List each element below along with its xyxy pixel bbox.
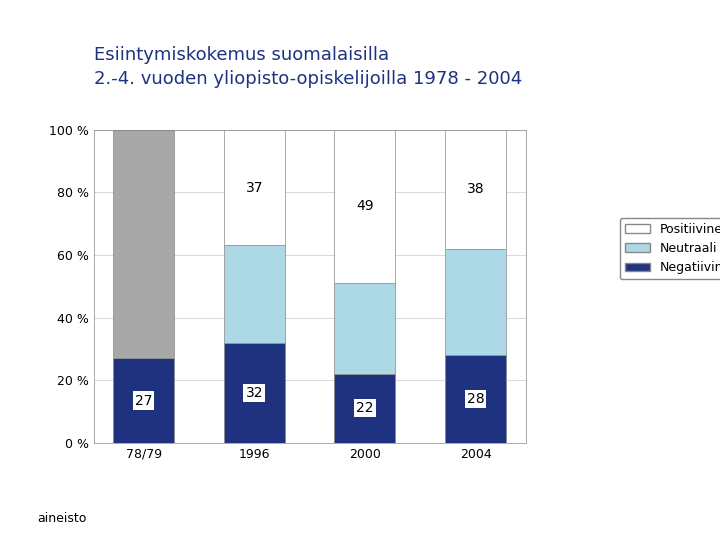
Text: 38: 38 (467, 182, 485, 196)
Text: 37: 37 (246, 180, 263, 194)
Bar (335, 374, 395, 443)
Bar (224, 246, 284, 342)
Bar (224, 130, 284, 246)
Legend: Positiivinen, Neutraali, Negatiivinen: Positiivinen, Neutraali, Negatiivinen (620, 218, 720, 279)
Bar (335, 283, 395, 374)
Bar (113, 130, 174, 358)
Text: 49: 49 (356, 199, 374, 213)
Bar (113, 358, 174, 443)
Text: Esiintymiskokemus suomalaisilla
2.-4. vuoden yliopisto-opiskelijoilla 1978 - 200: Esiintymiskokemus suomalaisilla 2.-4. vu… (94, 46, 522, 87)
Bar (224, 342, 284, 443)
Bar (445, 248, 506, 355)
Bar (445, 130, 506, 248)
Text: aineisto: aineisto (37, 512, 87, 525)
Text: 22: 22 (356, 401, 374, 415)
Bar (445, 355, 506, 443)
Text: 27: 27 (135, 394, 153, 408)
Text: 32: 32 (246, 386, 263, 400)
Bar (335, 130, 395, 283)
Text: 28: 28 (467, 392, 485, 406)
